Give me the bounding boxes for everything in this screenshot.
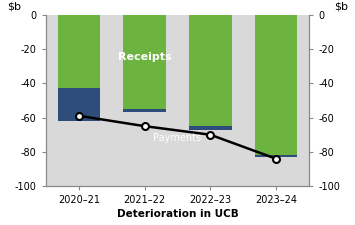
Bar (189, 15, 232, 130)
Bar (255, 15, 297, 157)
Bar (123, 15, 166, 112)
Y-axis label: $b: $b (334, 1, 348, 11)
Bar (189, 126, 232, 130)
Text: Payments: Payments (153, 133, 202, 143)
Bar (123, 109, 166, 112)
X-axis label: Deterioration in UCB: Deterioration in UCB (117, 209, 238, 219)
Bar (58, 15, 100, 121)
Bar (58, 88, 100, 121)
Bar (255, 155, 297, 157)
Text: Receipts: Receipts (118, 52, 171, 63)
Y-axis label: $b: $b (7, 1, 21, 11)
